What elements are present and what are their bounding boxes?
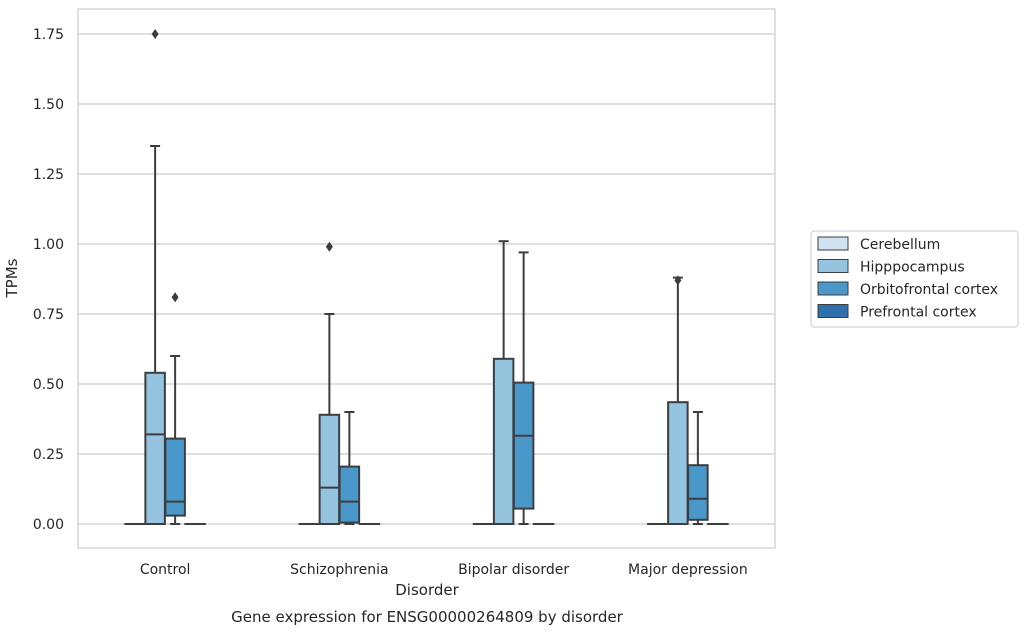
legend-swatch [817,259,849,273]
x-tick-label: Bipolar disorder [458,562,569,578]
legend-label: Orbitofrontal cortex [860,282,998,298]
outlier-point [674,275,682,286]
chart-caption: Gene expression for ENSG00000264809 by d… [231,608,624,626]
y-axis-label: TPMs [3,258,21,298]
y-tick-label: 1.00 [33,237,64,253]
box-orbitofrontal-cortex-0 [164,292,186,525]
box-iqr [338,465,361,524]
box-iqr [492,357,515,525]
legend-swatch [817,281,849,296]
legend-label: Prefrontal cortex [860,305,977,321]
outlier-point [151,29,159,39]
y-tick-label: 0.50 [33,377,64,393]
y-tick-label: 0.75 [33,307,64,323]
x-tick-label: Schizophrenia [290,562,388,578]
y-tick-label: 0.25 [33,447,64,463]
box-iqr [687,464,709,521]
box-iqr [667,401,689,526]
legend-label: Hipppocampus [860,260,965,276]
legend-swatch [817,236,849,251]
x-tick-label: Control [140,562,191,578]
box-iqr [318,413,341,525]
y-tick-label: 1.25 [33,167,64,183]
y-tick-label: 1.75 [33,27,64,43]
outlier-point [171,292,179,303]
legend-swatch [817,304,849,318]
box-hipppocampus-3 [667,275,689,526]
legend: Cerebellum Hipppocampus Orbitofrontal cort… [810,230,1019,328]
box-iqr [512,381,535,510]
legend-label: Cerebellum [860,237,940,253]
box-iqr [164,437,186,517]
box-orbitofrontal-cortex-1 [338,411,361,525]
outlier-point [325,241,333,252]
x-axis-label: Disorder [395,581,459,599]
box-iqr [144,371,166,525]
plot-area [77,8,776,549]
legend-frame [810,230,1019,328]
box-plots [124,29,729,526]
box-orbitofrontal-cortex-3 [687,411,709,525]
y-tick-label: 0.00 [33,517,64,533]
box-orbitofrontal-cortex-2 [512,251,535,525]
box-hipppocampus-0 [144,29,166,525]
y-tick-labels: 0.00 0.25 0.50 0.75 1.00 1.25 1.50 1.75 [33,27,64,533]
box-hipppocampus-2 [492,240,515,525]
x-tick-labels: Control Schizophrenia Bipolar disorder Majo… [140,562,748,578]
x-tick-label: Major depression [628,562,748,578]
y-tick-label: 1.50 [33,97,64,113]
